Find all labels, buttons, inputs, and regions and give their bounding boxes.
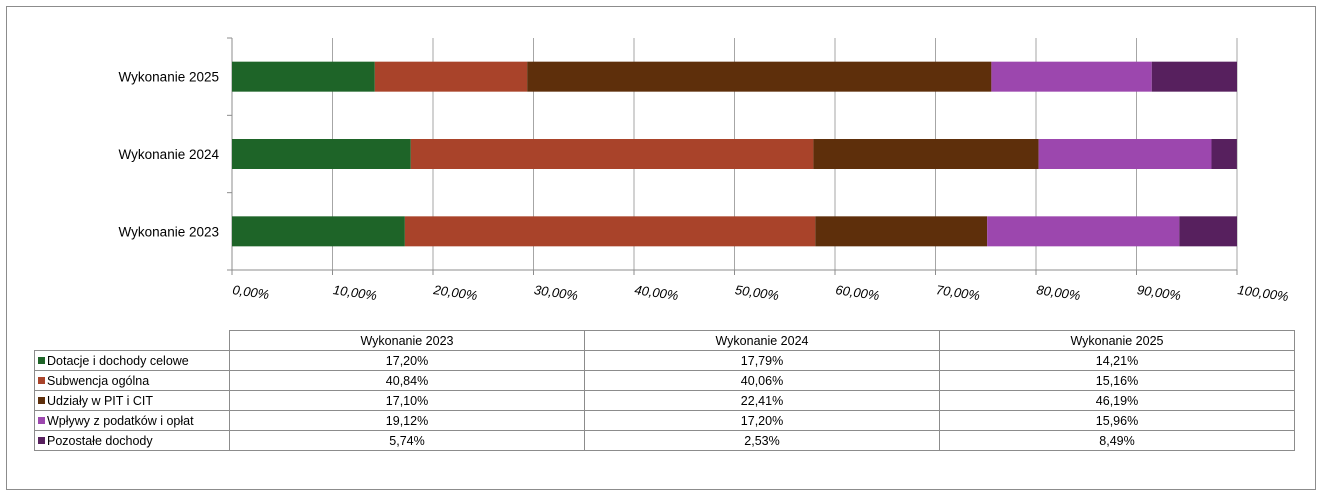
x-tick-label: 10,00% <box>332 282 378 303</box>
bar-segment <box>1151 61 1237 92</box>
bar-segment <box>374 61 528 92</box>
legend-swatch-icon <box>38 376 45 384</box>
row-label: Udziały w PIT i CIT <box>34 390 230 411</box>
bar-segment <box>1211 139 1237 169</box>
x-tick-label: 20,00% <box>432 282 479 303</box>
legend-swatch-icon <box>38 436 45 444</box>
row-label: Pozostałe dochody <box>34 430 230 451</box>
table-cell: 17,20% <box>229 350 585 371</box>
bar-segment <box>404 216 816 247</box>
table-header-row: Wykonanie 2023 Wykonanie 2024 Wykonanie … <box>34 330 1295 351</box>
bar-segment <box>815 216 988 247</box>
table-row: Udziały w PIT i CIT 17,10% 22,41% 46,19% <box>34 390 1295 411</box>
bar-segment <box>1038 139 1212 169</box>
x-tick-label: 30,00% <box>533 282 579 303</box>
legend-swatch-icon <box>38 396 45 404</box>
x-tick-label: 0,00% <box>232 282 271 302</box>
x-tick-label: 90,00% <box>1136 282 1182 303</box>
table-cell: 17,20% <box>584 410 940 431</box>
row-label-text: Udziały w PIT i CIT <box>47 393 154 408</box>
row-label: Subwencja ogólna <box>34 370 230 391</box>
table-cell: 2,53% <box>584 430 940 451</box>
table-cell: 5,74% <box>229 430 585 451</box>
bar-segment <box>232 139 411 169</box>
table-cell: 14,21% <box>939 350 1295 371</box>
legend-swatch-icon <box>38 356 45 364</box>
table-cell: 8,49% <box>939 430 1295 451</box>
table-header-2024: Wykonanie 2024 <box>584 330 940 351</box>
x-tick-label: 50,00% <box>734 282 780 303</box>
row-label-text: Pozostałe dochody <box>47 433 153 448</box>
bar-segment <box>813 139 1039 169</box>
table-header-2025: Wykonanie 2025 <box>939 330 1295 351</box>
row-label: Dotacje i dochody celowe <box>34 350 230 371</box>
category-label: Wykonanie 2025 <box>119 70 219 85</box>
category-label: Wykonanie 2024 <box>119 147 220 162</box>
table-cell: 15,16% <box>939 370 1295 391</box>
bar-segment <box>527 61 992 92</box>
x-tick-label: 70,00% <box>935 282 981 303</box>
table-cell: 17,10% <box>229 390 585 411</box>
bar-segment <box>410 139 814 169</box>
bar-segment <box>232 61 375 92</box>
x-tick-label: 100,00% <box>1237 282 1290 304</box>
table-cell: 40,06% <box>584 370 940 391</box>
row-label-text: Dotacje i dochody celowe <box>47 353 189 368</box>
table-row: Subwencja ogólna 40,84% 40,06% 15,16% <box>34 370 1295 391</box>
table-row: Dotacje i dochody celowe 17,20% 17,79% 1… <box>34 350 1295 371</box>
row-label: Wpływy z podatków i opłat <box>34 410 230 431</box>
x-tick-label: 60,00% <box>835 282 881 303</box>
table-cell: 17,79% <box>584 350 940 371</box>
x-tick-label: 40,00% <box>634 282 680 303</box>
table-cell: 46,19% <box>939 390 1295 411</box>
bar-segment <box>987 216 1180 247</box>
row-label-text: Wpływy z podatków i opłat <box>47 413 194 428</box>
table-cell: 22,41% <box>584 390 940 411</box>
table-cell: 19,12% <box>229 410 585 431</box>
row-label-text: Subwencja ogólna <box>47 373 150 388</box>
data-table: Wykonanie 2023 Wykonanie 2024 Wykonanie … <box>34 330 1295 451</box>
legend-swatch-icon <box>38 416 45 424</box>
table-corner <box>34 330 230 351</box>
x-tick-label: 80,00% <box>1036 282 1082 303</box>
table-header-2023: Wykonanie 2023 <box>229 330 585 351</box>
bar-segment <box>1179 216 1237 247</box>
bar-segment <box>232 216 405 247</box>
stacked-bar-chart: 0,00% 10,00% 20,00% 30,00% 40,00% 50,00% 60,00… <box>119 37 1290 304</box>
table-cell: 15,96% <box>939 410 1295 431</box>
table-row: Pozostałe dochody 5,74% 2,53% 8,49% <box>34 430 1295 451</box>
category-label: Wykonanie 2023 <box>119 224 219 239</box>
table-cell: 40,84% <box>229 370 585 391</box>
table-row: Wpływy z podatków i opłat 19,12% 17,20% … <box>34 410 1295 431</box>
bar-segment <box>991 61 1152 92</box>
